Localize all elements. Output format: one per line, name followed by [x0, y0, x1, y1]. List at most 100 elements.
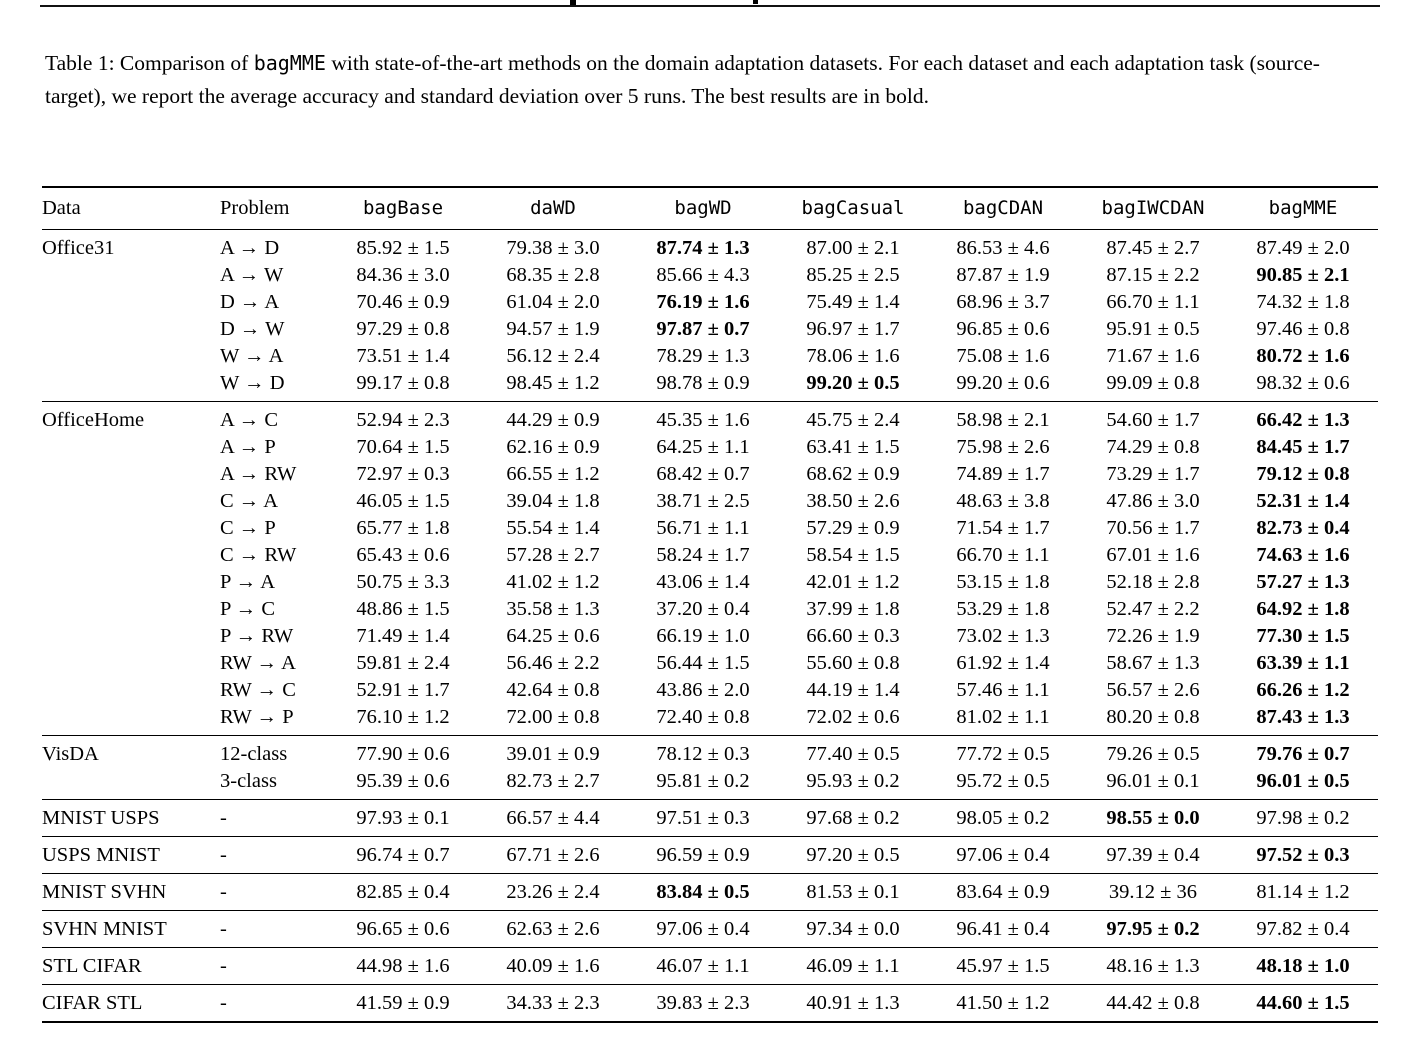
value-cell: 78.06 ± 1.6	[806, 345, 900, 367]
value-cell: 96.65 ± 0.6	[328, 910, 478, 948]
value-cell: 57.46 ± 1.1	[956, 679, 1050, 701]
value-cell: 97.52 ± 0.3	[1228, 836, 1378, 874]
value-cell: 72.26 ± 1.9	[1106, 625, 1200, 647]
value-cell: 44.60 ± 1.5	[1228, 984, 1378, 1023]
value-cell: 97.93 ± 0.1	[328, 799, 478, 837]
table-row: W → D 99.17 ± 0.8 98.45 ± 1.2 98.78 ± 0.9 99…	[42, 370, 1378, 402]
dataset-cell: MNIST USPS	[42, 799, 220, 837]
clipped-text-fragment	[570, 0, 576, 5]
problem-cell: A → P	[220, 436, 276, 458]
value-cell: 70.64 ± 1.5	[356, 436, 450, 458]
value-cell: 98.45 ± 1.2	[506, 372, 600, 394]
value-cell: 97.29 ± 0.8	[356, 318, 450, 340]
value-cell: 97.68 ± 0.2	[778, 799, 928, 837]
value-cell: 75.98 ± 2.6	[956, 436, 1050, 458]
table-row: C → A 46.05 ± 1.5 39.04 ± 1.8 38.71 ± 2.5 38…	[42, 488, 1378, 515]
value-cell: 39.12 ± 36	[1078, 873, 1228, 911]
value-cell: 84.45 ± 1.7	[1256, 436, 1350, 458]
problem-cell: -	[220, 836, 328, 874]
value-cell: 38.71 ± 2.5	[656, 490, 750, 512]
header-rule	[40, 5, 1380, 7]
dataset-cell: SVHN MNIST	[42, 910, 220, 948]
table-row: D → W 97.29 ± 0.8 94.57 ± 1.9 97.87 ± 0.7 96…	[42, 316, 1378, 343]
value-cell: 70.56 ± 1.7	[1106, 517, 1200, 539]
value-cell: 67.71 ± 2.6	[478, 836, 628, 874]
value-cell: 48.63 ± 3.8	[956, 490, 1050, 512]
value-cell: 56.12 ± 2.4	[506, 345, 600, 367]
problem-cell: -	[220, 947, 328, 985]
table-row: C → P 65.77 ± 1.8 55.54 ± 1.4 56.71 ± 1.1 57…	[42, 515, 1378, 542]
problem-cell: P → RW	[220, 625, 294, 647]
value-cell: 37.99 ± 1.8	[806, 598, 900, 620]
value-cell: 57.29 ± 0.9	[806, 517, 900, 539]
problem-cell: -	[220, 910, 328, 948]
value-cell: 78.29 ± 1.3	[656, 345, 750, 367]
table-row: OfficeHome A → C 52.94 ± 2.3 44.29 ± 0.9 45.…	[42, 401, 1378, 736]
caption-code-term: bagMME	[253, 51, 326, 75]
problem-cell: W → D	[220, 372, 285, 394]
value-cell: 96.97 ± 1.7	[806, 318, 900, 340]
results-table-header: Data Problem bagBase daWD bagWD bagCasual bagC…	[42, 186, 1378, 230]
value-cell: 44.19 ± 1.4	[806, 679, 900, 701]
table-row: SVHN MNIST -96.65 ± 0.6 62.63 ± 2.6 97.06 ±…	[42, 910, 1378, 948]
problem-cell: 12-class	[220, 735, 328, 768]
value-cell: 48.86 ± 1.5	[356, 598, 450, 620]
column-header-bagiwcdan: bagIWCDAN	[1078, 186, 1228, 230]
problem-cell: A → W	[220, 264, 284, 286]
value-cell: 47.86 ± 3.0	[1106, 490, 1200, 512]
value-cell: 44.42 ± 0.8	[1078, 984, 1228, 1023]
value-cell: 74.32 ± 1.8	[1256, 291, 1350, 313]
table-row: USPS MNIST -96.74 ± 0.7 67.71 ± 2.6 96.59 ±…	[42, 836, 1378, 874]
value-cell: 57.28 ± 2.7	[506, 544, 600, 566]
value-cell: 99.20 ± 0.6	[956, 372, 1050, 394]
table-row: RW → C 52.91 ± 1.7 42.64 ± 0.8 43.86 ± 2.0 4…	[42, 677, 1378, 704]
value-cell: 66.19 ± 1.0	[656, 625, 750, 647]
value-cell: 50.75 ± 3.3	[356, 571, 450, 593]
value-cell: 68.35 ± 2.8	[506, 264, 600, 286]
dataset-cell: OfficeHome	[42, 401, 220, 736]
value-cell: 77.40 ± 0.5	[778, 735, 928, 768]
value-cell: 46.05 ± 1.5	[356, 490, 450, 512]
value-cell: 98.05 ± 0.2	[928, 799, 1078, 837]
value-cell: 66.60 ± 0.3	[806, 625, 900, 647]
value-cell: 73.29 ± 1.7	[1106, 463, 1200, 485]
value-cell: 39.83 ± 2.3	[628, 984, 778, 1023]
problem-cell: -	[220, 873, 328, 911]
value-cell: 77.30 ± 1.5	[1256, 625, 1350, 647]
value-cell: 45.75 ± 2.4	[778, 401, 928, 434]
value-cell: 66.55 ± 1.2	[506, 463, 600, 485]
problem-cell: D → A	[220, 291, 280, 313]
value-cell: 87.49 ± 2.0	[1228, 229, 1378, 262]
value-cell: 43.06 ± 1.4	[656, 571, 750, 593]
value-cell: 79.26 ± 0.5	[1078, 735, 1228, 768]
value-cell: 64.92 ± 1.8	[1256, 598, 1350, 620]
value-cell: 73.02 ± 1.3	[956, 625, 1050, 647]
value-cell: 55.54 ± 1.4	[506, 517, 600, 539]
value-cell: 80.20 ± 0.8	[1106, 706, 1200, 728]
value-cell: 99.09 ± 0.8	[1106, 372, 1200, 394]
value-cell: 77.72 ± 0.5	[928, 735, 1078, 768]
value-cell: 70.46 ± 0.9	[356, 291, 450, 313]
problem-cell: D → W	[220, 318, 285, 340]
value-cell: 64.25 ± 0.6	[506, 625, 600, 647]
problem-cell: -	[220, 984, 328, 1023]
value-cell: 56.44 ± 1.5	[656, 652, 750, 674]
value-cell: 83.84 ± 0.5	[628, 873, 778, 911]
value-cell: 44.29 ± 0.9	[478, 401, 628, 434]
problem-cell: 3-class	[220, 770, 277, 792]
value-cell: 76.19 ± 1.6	[656, 291, 750, 313]
column-header-bagwd: bagWD	[628, 186, 778, 230]
value-cell: 72.97 ± 0.3	[356, 463, 450, 485]
value-cell: 95.93 ± 0.2	[806, 770, 900, 792]
value-cell: 23.26 ± 2.4	[478, 873, 628, 911]
dataset-cell: MNIST SVHN	[42, 873, 220, 911]
problem-cell: -	[220, 799, 328, 837]
value-cell: 80.72 ± 1.6	[1256, 345, 1350, 367]
value-cell: 96.59 ± 0.9	[628, 836, 778, 874]
value-cell: 40.91 ± 1.3	[778, 984, 928, 1023]
value-cell: 53.15 ± 1.8	[956, 571, 1050, 593]
value-cell: 96.74 ± 0.7	[328, 836, 478, 874]
header-row: Data Problem bagBase daWD bagWD bagCasual bagC…	[42, 186, 1378, 230]
table-row: P → A 50.75 ± 3.3 41.02 ± 1.2 43.06 ± 1.4 42…	[42, 569, 1378, 596]
value-cell: 46.07 ± 1.1	[628, 947, 778, 985]
